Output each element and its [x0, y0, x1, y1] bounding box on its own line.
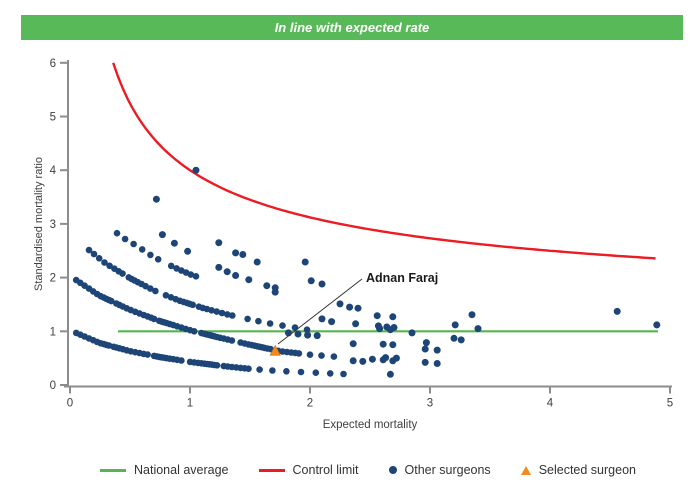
annotation-leader-line — [277, 278, 363, 345]
legend-item-other-surgeons: Other surgeons — [388, 463, 491, 477]
y-tick-label: 3 — [50, 219, 56, 231]
selected-surgeon-label: Adnan Faraj — [366, 271, 438, 285]
y-tick-label: 1 — [50, 326, 56, 338]
x-tick-label: 4 — [547, 398, 554, 410]
control-limit-curve — [112, 62, 656, 260]
y-tick-label: 0 — [50, 380, 56, 392]
other-surgeons-dot-swatch — [388, 466, 397, 474]
chart-legend: National average Control limit Other sur… — [36, 456, 700, 484]
legend-label: Other surgeons — [404, 463, 491, 477]
x-axis-title: Expected mortality — [323, 419, 418, 431]
legend-label: Control limit — [292, 463, 359, 477]
legend-label: National average — [134, 463, 229, 477]
selected-surgeon-triangle-swatch — [520, 465, 531, 475]
status-banner: In line with expected rate — [21, 15, 683, 40]
axes: 0 1 2 3 4 5 6 0 1 2 3 4 5 Expected mortality Standardi… — [33, 58, 673, 431]
x-tick-label: 1 — [187, 398, 193, 410]
control-limit-line-swatch — [258, 468, 285, 472]
x-tick-label: 5 — [667, 398, 673, 410]
selected-surgeon-marker — [269, 344, 281, 356]
y-tick-label: 2 — [50, 273, 56, 285]
legend-item-national-average: National average — [100, 463, 229, 477]
y-tick-label: 4 — [50, 165, 57, 177]
legend-label: Selected surgeon — [538, 463, 636, 477]
x-tick-label: 3 — [427, 398, 433, 410]
legend-item-selected-surgeon: Selected surgeon — [520, 463, 636, 477]
national-average-line-swatch — [100, 468, 126, 472]
x-tick-label: 2 — [307, 398, 313, 410]
legend-item-control-limit: Control limit — [258, 463, 359, 477]
y-tick-label: 6 — [50, 58, 56, 70]
other-surgeons-points — [72, 166, 661, 378]
y-tick-label: 5 — [50, 112, 56, 124]
y-axis-title: Standardised mortality ratio — [33, 157, 45, 291]
x-tick-label: 0 — [67, 398, 73, 410]
